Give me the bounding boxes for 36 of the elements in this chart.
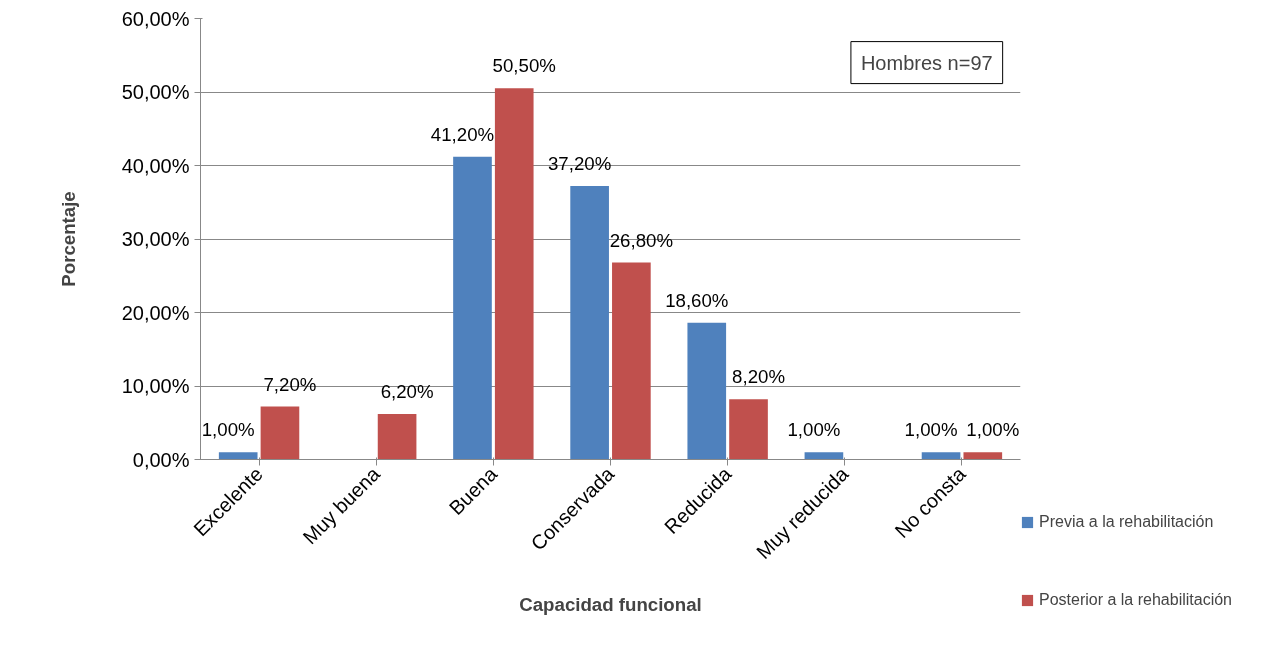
bar	[218, 452, 258, 460]
bar	[804, 452, 844, 460]
y-axis-title: Porcentaje	[57, 191, 79, 287]
data-label: 18,60%	[665, 289, 729, 311]
data-label: 1,00%	[966, 419, 1020, 441]
data-label: 8,20%	[732, 366, 785, 388]
bar	[494, 88, 534, 460]
y-tick-label: 60,00%	[121, 7, 190, 30]
y-tick-label: 0,00%	[132, 448, 190, 471]
bar	[729, 399, 768, 460]
y-tick-label: 20,00%	[121, 301, 190, 324]
data-label: 26,80%	[609, 229, 674, 251]
y-tick-label: 30,00%	[121, 228, 190, 250]
bar	[612, 262, 651, 460]
bar	[570, 186, 609, 460]
y-tick-label: 50,00%	[121, 81, 190, 103]
data-label: 50,50%	[492, 55, 556, 77]
legend-label: Previa a la rehabilitación	[1039, 513, 1214, 531]
data-label: 37,20%	[547, 153, 612, 175]
data-label: 1,00%	[787, 419, 841, 441]
y-tick-label: 10,00%	[121, 375, 190, 397]
data-label: 41,20%	[430, 123, 495, 145]
bar	[260, 406, 300, 460]
data-label: 6,20%	[380, 380, 434, 402]
bar	[377, 413, 417, 460]
bar	[921, 452, 961, 460]
bar	[687, 322, 727, 460]
x-axis-title: Capacidad funcional	[519, 593, 702, 615]
legend-label: Posterior a la rehabilitación	[1039, 591, 1232, 609]
y-tick-label: 40,00%	[121, 154, 190, 177]
data-label: 7,20%	[263, 373, 317, 395]
data-label: 1,00%	[201, 419, 255, 441]
bar	[963, 452, 1003, 460]
data-label: 1,00%	[904, 419, 958, 441]
annotation: Hombres n=97	[860, 51, 993, 74]
bar	[453, 156, 492, 460]
